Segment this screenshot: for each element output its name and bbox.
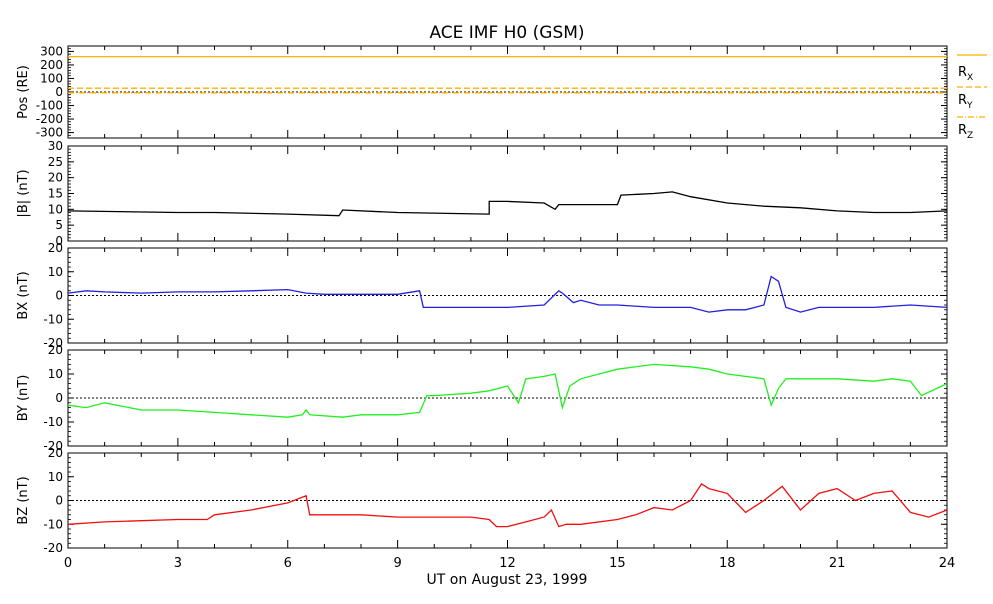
y-axis-label-bx: BX (nT) <box>16 271 31 319</box>
y-axis-label-b: |B| (nT) <box>16 169 31 217</box>
x-tick-label: 3 <box>174 556 182 571</box>
y-axis-label-pos: Pos (RE) <box>16 65 31 119</box>
y-axis-label-by: BY (nT) <box>16 375 31 422</box>
x-tick-label: 0 <box>64 556 72 571</box>
panel-frame-pos <box>67 45 948 139</box>
y-tick-label-b: 5 <box>55 218 63 232</box>
chart-title: ACE IMF H0 (GSM) <box>429 23 584 43</box>
x-tick-label: 15 <box>609 556 626 571</box>
series-line-b <box>67 191 948 217</box>
y-tick-label-bx: -10 <box>43 312 63 326</box>
y-tick-label-pos: -200 <box>36 112 63 126</box>
x-tick-label: 9 <box>393 556 401 571</box>
y-axis-label-bz: BZ (nT) <box>16 476 31 524</box>
panel-frame-bx <box>67 247 948 344</box>
y-tick-label-pos: -100 <box>36 99 63 113</box>
panel-frame-by <box>67 349 948 447</box>
x-tick-label: 18 <box>719 556 736 571</box>
x-tick-label: 12 <box>499 556 516 571</box>
y-tick-label-pos: 200 <box>40 58 63 72</box>
y-tick-label-by: 10 <box>48 367 63 381</box>
y-tick-label-by: -20 <box>43 439 63 453</box>
y-tick-label-bx: 0 <box>55 289 63 303</box>
y-tick-label-b: 15 <box>48 187 63 201</box>
panel-frame-b <box>67 145 948 242</box>
y-tick-label-pos: -300 <box>36 126 63 140</box>
x-axis-label: UT on August 23, 1999 <box>427 572 588 588</box>
y-tick-label-bx: -20 <box>43 336 63 350</box>
y-tick-label-bz: -10 <box>43 517 63 531</box>
y-tick-label-b: 30 <box>48 139 63 153</box>
y-tick-label-bz: 20 <box>48 446 63 460</box>
series-line-bz <box>67 483 948 528</box>
y-tick-label-bz: -20 <box>43 541 63 555</box>
panel-frame-bz <box>67 452 948 549</box>
series-line-bx <box>67 275 948 313</box>
y-tick-label-by: 0 <box>55 391 63 405</box>
position-legend: RX RY RZ <box>957 54 987 141</box>
y-tick-label-bx: 10 <box>48 265 63 279</box>
y-tick-label-bx: 20 <box>48 241 63 255</box>
y-tick-label-pos: 300 <box>40 44 63 58</box>
x-tick-label: 21 <box>829 556 846 571</box>
y-tick-label-b: 0 <box>55 234 63 248</box>
y-tick-label-b: 10 <box>48 202 63 216</box>
y-tick-label-by: 20 <box>48 343 63 357</box>
y-tick-label-bz: 0 <box>55 494 63 508</box>
y-tick-label-pos: 100 <box>40 71 63 85</box>
y-tick-label-b: 20 <box>48 171 63 185</box>
y-tick-label-by: -10 <box>43 415 63 429</box>
y-tick-label-pos: 0 <box>55 85 63 99</box>
legend-rz: RZ <box>958 123 973 141</box>
y-tick-label-b: 25 <box>48 155 63 169</box>
y-tick-label-bz: 10 <box>48 470 63 484</box>
legend-ry: RY <box>958 93 973 111</box>
series-line-by <box>67 363 948 418</box>
legend-rx: RX <box>958 65 973 83</box>
x-tick-label: 6 <box>284 556 292 571</box>
x-tick-label: 24 <box>939 556 956 571</box>
